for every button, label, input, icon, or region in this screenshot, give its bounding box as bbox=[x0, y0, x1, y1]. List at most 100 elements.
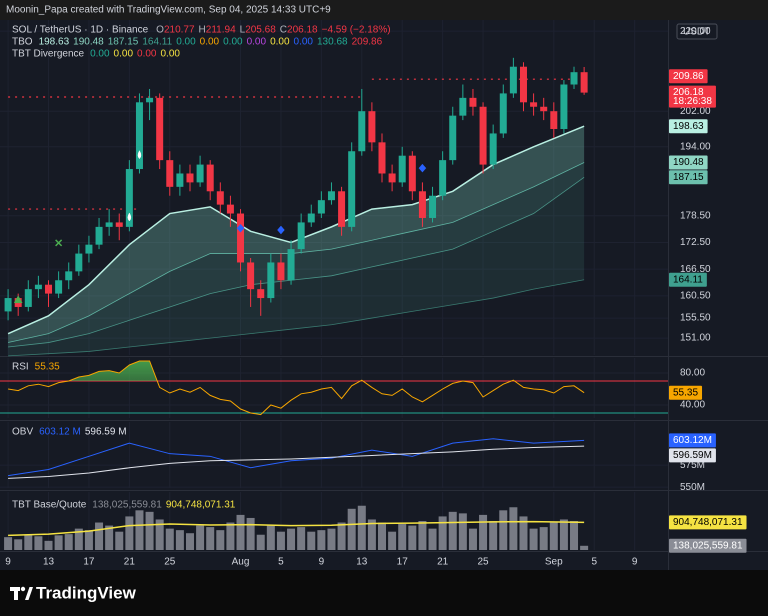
candle-body bbox=[247, 262, 255, 290]
volume-bar bbox=[165, 528, 174, 550]
volume-bar bbox=[378, 522, 387, 550]
cloud bbox=[8, 126, 585, 343]
x-tick-label: 25 bbox=[477, 557, 489, 568]
volume-bar bbox=[34, 536, 43, 550]
price-tag bbox=[669, 385, 703, 400]
cloud bbox=[8, 177, 585, 356]
candle-body bbox=[196, 164, 204, 183]
legend-item: 603.12 M bbox=[39, 427, 81, 438]
volume-bar bbox=[256, 534, 265, 550]
candle-body bbox=[429, 195, 437, 218]
candle-body bbox=[368, 111, 376, 143]
price-tag bbox=[669, 170, 708, 185]
volume-bar bbox=[95, 522, 104, 550]
volume-bar bbox=[206, 527, 215, 550]
volume-bar bbox=[175, 530, 184, 550]
volume-bar bbox=[105, 525, 114, 550]
candle-body bbox=[317, 200, 325, 214]
volume-bar bbox=[448, 511, 457, 550]
x-tick-label: 5 bbox=[278, 557, 284, 568]
volume-bar bbox=[519, 516, 528, 550]
legend-item: 0.00 bbox=[223, 37, 243, 48]
candle-body bbox=[135, 102, 143, 170]
candle-body bbox=[105, 222, 113, 227]
legend-item: 0.00 bbox=[137, 49, 157, 60]
volume-bar bbox=[570, 521, 579, 550]
volume-bar bbox=[408, 525, 417, 550]
top-bar bbox=[0, 0, 768, 20]
x-tick-label: 9 bbox=[319, 557, 325, 568]
legend-item: 206.18 bbox=[287, 25, 318, 36]
y-tick-label: 220.00 bbox=[680, 26, 711, 37]
volume-bar bbox=[458, 513, 467, 550]
volume-bar bbox=[196, 525, 205, 550]
volume-bar bbox=[559, 519, 568, 550]
candle-body bbox=[257, 289, 265, 299]
legend-item: 198.63 bbox=[39, 37, 70, 48]
legend-item: TBO bbox=[12, 37, 33, 48]
volume-bar bbox=[246, 517, 255, 550]
candle-body bbox=[277, 262, 285, 281]
x-tick-label: 21 bbox=[437, 557, 449, 568]
candle-body bbox=[95, 226, 103, 245]
candle-body bbox=[226, 204, 234, 214]
x-tick-label: 25 bbox=[164, 557, 176, 568]
y-tick-label: 575M bbox=[680, 460, 705, 471]
marker bbox=[277, 225, 285, 235]
candle-body bbox=[388, 173, 396, 183]
candle-body bbox=[115, 222, 123, 227]
volume-bar bbox=[287, 528, 296, 550]
volume-bar bbox=[509, 507, 518, 550]
y-tick-label: 194.00 bbox=[680, 141, 711, 152]
x-tick-label: 9 bbox=[5, 557, 11, 568]
candle-body bbox=[287, 249, 295, 281]
volume-bar bbox=[529, 528, 538, 550]
volume-bar bbox=[54, 535, 63, 550]
x-tick-label: 5 bbox=[591, 557, 597, 568]
candle-body bbox=[85, 244, 93, 254]
x-tick-label: 13 bbox=[43, 557, 55, 568]
volume-bar bbox=[135, 510, 144, 550]
price-tag bbox=[669, 119, 708, 134]
volume-bar bbox=[347, 508, 356, 550]
legend-item: 596.59 M bbox=[85, 427, 127, 438]
candle-body bbox=[348, 151, 356, 227]
candle-body bbox=[530, 102, 538, 107]
price-tag-label: 596.59M bbox=[673, 450, 712, 461]
candle-body bbox=[216, 191, 224, 205]
x-tick-label: 13 bbox=[356, 557, 368, 568]
legend-item: SOL / TetherUS · 1D · Binance bbox=[12, 25, 149, 36]
x-tick-label: 17 bbox=[83, 557, 95, 568]
volume-bar bbox=[145, 511, 154, 550]
legend-item: 210.77 bbox=[164, 25, 195, 36]
candle-body bbox=[267, 262, 275, 299]
x-tick-label: 9 bbox=[632, 557, 638, 568]
candle-body bbox=[550, 111, 558, 129]
legend-item: 904,748,071.31 bbox=[166, 500, 236, 511]
legend-item: 130.68 bbox=[317, 37, 348, 48]
candle-body bbox=[156, 97, 164, 161]
band-line bbox=[8, 279, 585, 357]
price-tag bbox=[669, 538, 747, 553]
volume-bar bbox=[125, 516, 134, 550]
volume-bar bbox=[14, 539, 23, 550]
price-tag bbox=[669, 272, 707, 287]
volume-bar bbox=[44, 540, 53, 550]
legend-item: 164.11 bbox=[142, 37, 172, 48]
marker bbox=[127, 212, 132, 222]
y-tick-label: 178.50 bbox=[680, 210, 711, 221]
volume-bar bbox=[155, 519, 164, 550]
volume-bar bbox=[479, 514, 488, 550]
legend-item: 0.00 bbox=[247, 37, 267, 48]
x-tick-label: Aug bbox=[232, 557, 250, 568]
legend-item: 0.00 bbox=[176, 37, 196, 48]
legend-item: 187.15 bbox=[108, 37, 139, 48]
candle-body bbox=[186, 173, 194, 183]
price-tag-label: 55.35 bbox=[673, 387, 698, 398]
marker bbox=[236, 223, 245, 233]
marker bbox=[55, 239, 63, 247]
x-tick-label: 21 bbox=[124, 557, 136, 568]
footer bbox=[0, 570, 768, 616]
volume-bar bbox=[84, 530, 93, 550]
currency: USDT bbox=[683, 27, 710, 38]
